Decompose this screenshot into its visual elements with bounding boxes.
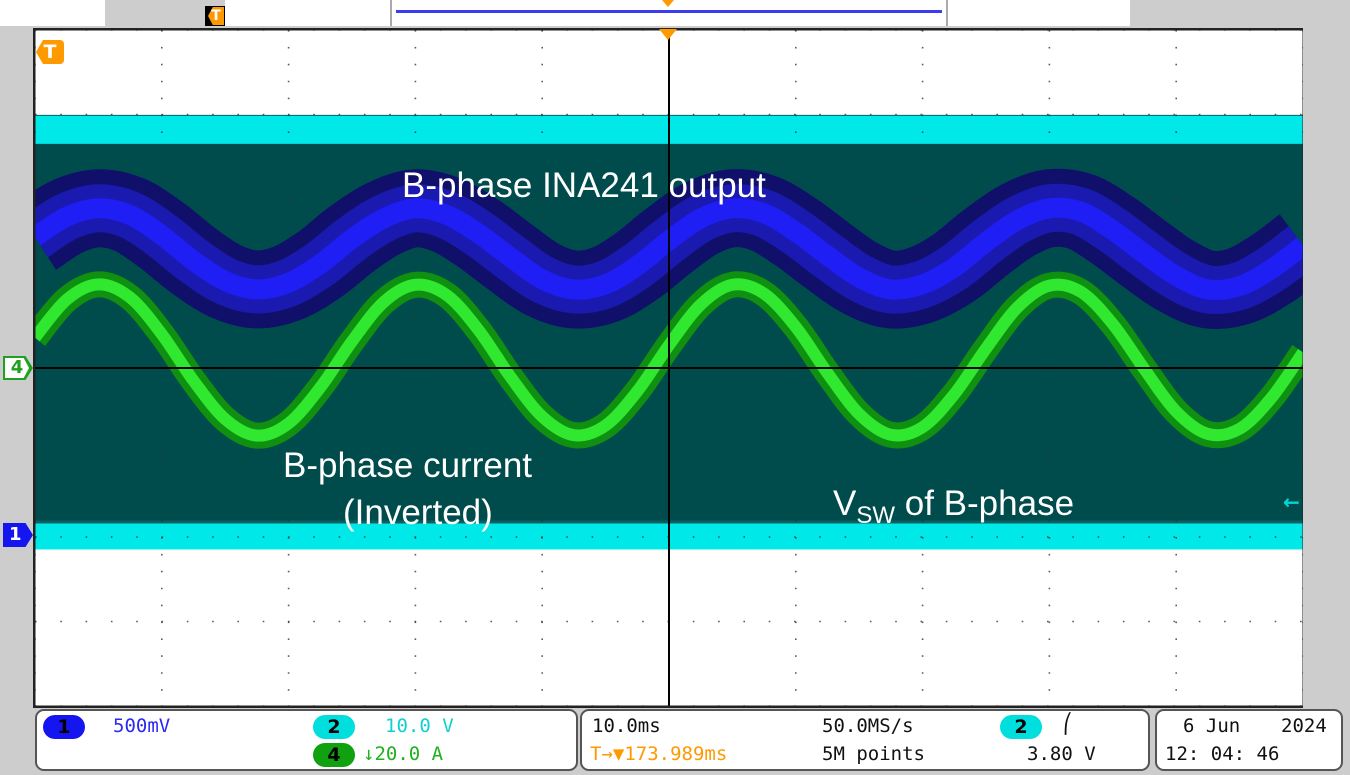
ch4-ground-marker[interactable]: 4 [3, 356, 33, 380]
ch4-badge[interactable]: 4 [313, 743, 355, 767]
ch4-scale: ↓20.0 A [363, 743, 444, 765]
annotation-ina241-output: B-phase INA241 output [402, 166, 766, 205]
record-view-window[interactable] [390, 0, 948, 26]
trigger-level-arrow-icon: ← [1283, 490, 1300, 514]
trigger-source-badge[interactable]: 2 [1000, 715, 1042, 739]
date-day: 6 Jun [1183, 715, 1241, 737]
clock-time: 12: 04: 46 [1165, 743, 1280, 765]
date-year: 2024 [1281, 715, 1327, 737]
ch1-badge[interactable]: 1 [43, 715, 85, 739]
timebase: 10.0ms [592, 715, 661, 737]
record-length: 5M points [822, 743, 925, 765]
ch2-scale: 10.0 V [385, 715, 454, 737]
vsw-label-rest: of B-phase [895, 484, 1075, 523]
annotation-vsw: VSW of B-phase [833, 484, 1074, 530]
record-trigger-marker: T [205, 6, 225, 26]
top-bar-blank [225, 0, 390, 26]
waveform-display[interactable] [33, 28, 1303, 708]
date-time-panel: 6 Jun 2024 12: 04: 46 [1155, 709, 1343, 771]
vsw-symbol: V [833, 484, 857, 523]
top-bar-blank [0, 0, 105, 26]
trigger-position-icon [662, 0, 674, 7]
trigger-delay: T→▼173.989ms [590, 743, 728, 765]
trigger-level: 3.80 V [1027, 743, 1096, 765]
trigger-icon: T [208, 7, 224, 25]
timebase-trigger-panel[interactable]: 10.0ms T→▼173.989ms 50.0MS/s 5M points 2… [580, 709, 1150, 771]
annotation-inverted: (Inverted) [343, 493, 493, 532]
vsw-subscript: SW [856, 502, 896, 529]
ch1-scale: 500mV [113, 715, 171, 737]
trigger-top-icon [659, 29, 677, 40]
trigger-marker: T [36, 40, 64, 64]
sample-rate: 50.0MS/s [822, 715, 914, 737]
trigger-slope-icon: ⎛ [1062, 713, 1074, 735]
record-window-bar [396, 10, 942, 13]
ch4-marker-label: 4 [5, 358, 29, 378]
annotation-current: B-phase current [283, 446, 533, 485]
channel-settings-panel[interactable]: 1 500mV 2 10.0 V 4 ↓20.0 A [35, 709, 578, 771]
top-bar-blank [948, 0, 1130, 26]
ch1-ground-marker[interactable]: 1 [3, 523, 33, 547]
ch2-badge[interactable]: 2 [313, 715, 355, 739]
